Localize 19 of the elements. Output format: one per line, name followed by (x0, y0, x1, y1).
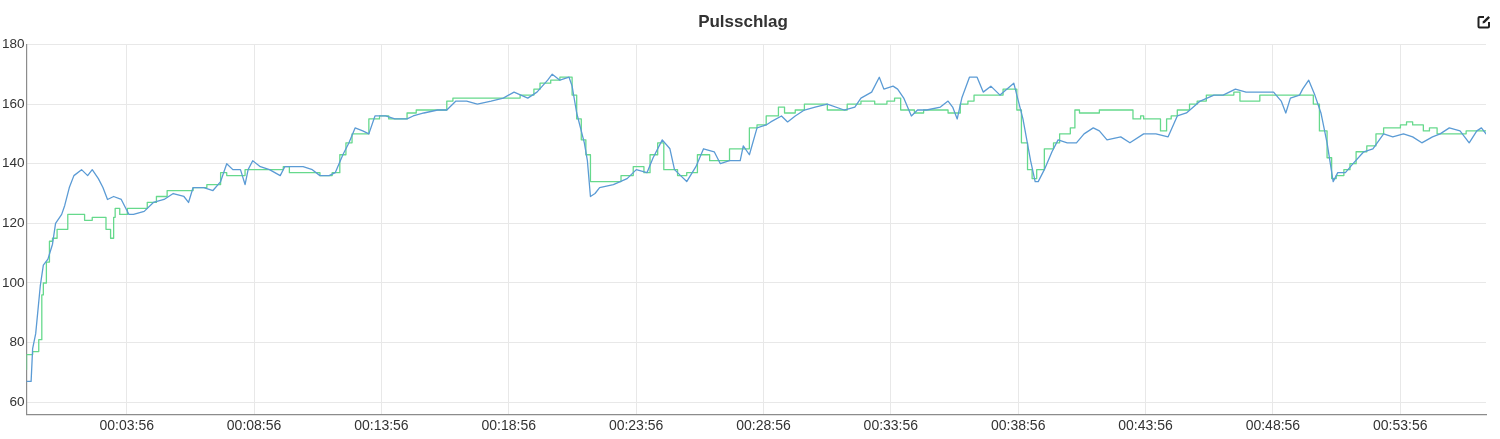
x-tick-label: 00:23:56 (608, 417, 664, 434)
x-tick-label: 00:08:56 (226, 417, 282, 434)
x-tick-label: 00:33:56 (863, 417, 919, 434)
y-tick-label: 180 (1, 36, 25, 52)
y-tick-label: 160 (1, 95, 25, 111)
y-tick-label: 80 (9, 334, 25, 350)
y-tick-label: 100 (1, 274, 25, 290)
x-tick-label: 00:13:56 (354, 417, 409, 434)
x-tick-label: 00:53:56 (1373, 417, 1428, 434)
y-tick-label: 60 (9, 393, 25, 409)
x-tick-label: 00:03:56 (99, 417, 155, 434)
y-tick-label: 120 (1, 215, 25, 231)
x-tick-label: 00:28:56 (736, 417, 791, 434)
x-tick-label: 00:43:56 (1118, 417, 1173, 434)
x-tick-label: 00:38:56 (990, 417, 1046, 434)
chart-title: Pulsschlag (698, 11, 788, 31)
y-tick-label: 140 (1, 155, 25, 171)
x-tick-label: 00:48:56 (1245, 417, 1301, 434)
x-tick-label: 00:18:56 (481, 417, 537, 434)
